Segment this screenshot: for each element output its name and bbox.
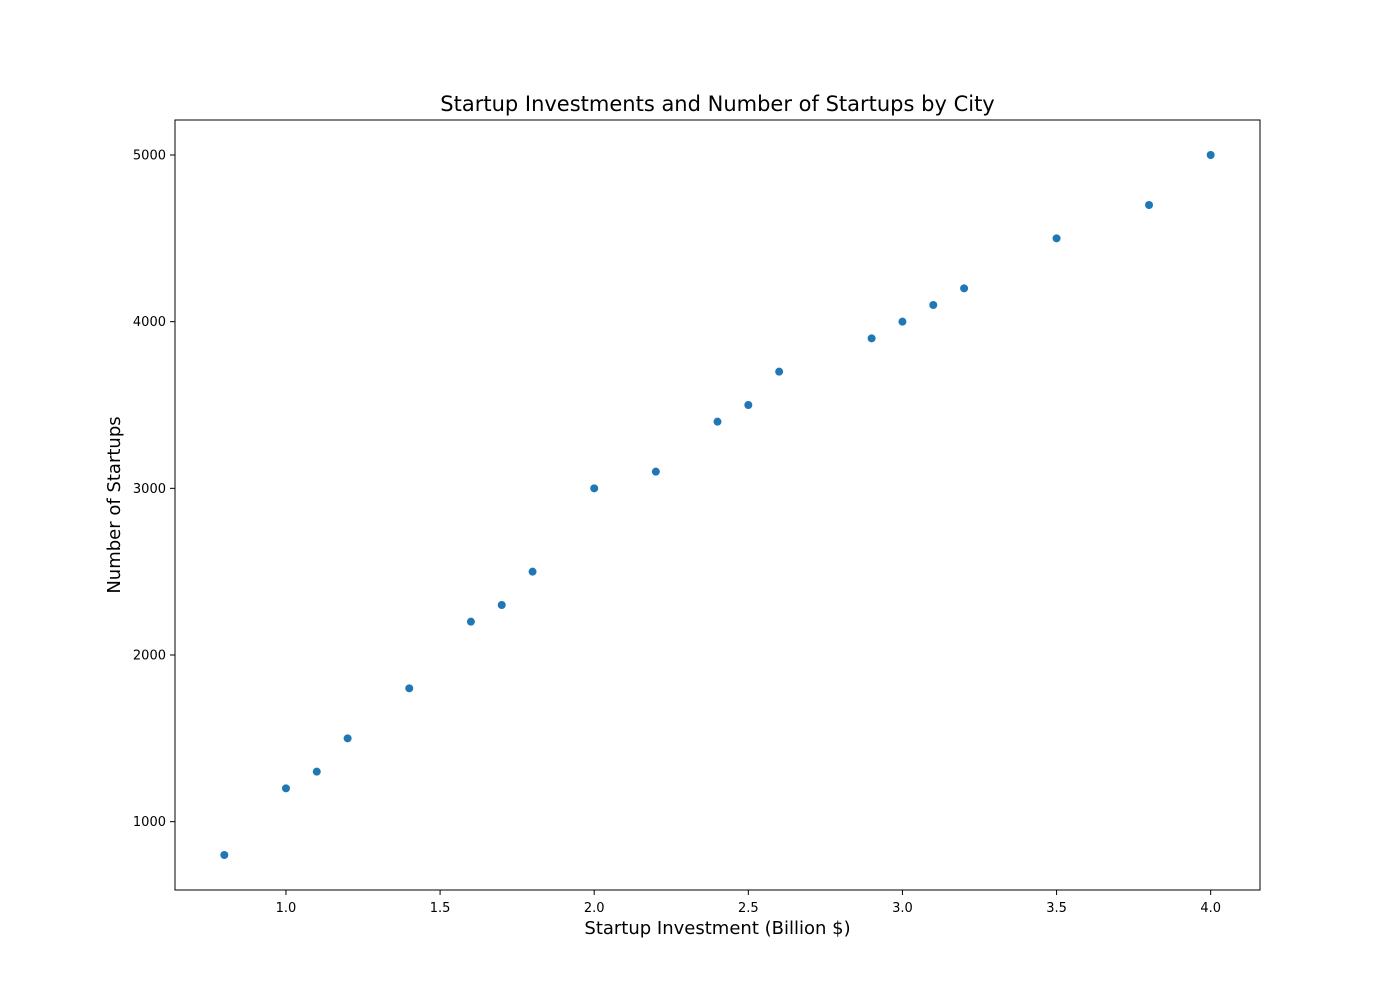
x-tick-label: 3.5 bbox=[1046, 901, 1067, 916]
chart-title: Startup Investments and Number of Startu… bbox=[440, 92, 994, 116]
data-point bbox=[405, 684, 414, 693]
data-point bbox=[590, 484, 599, 493]
x-tick-label: 4.0 bbox=[1200, 901, 1221, 916]
x-axis-label: Startup Investment (Billion $) bbox=[584, 918, 850, 939]
data-point bbox=[1052, 234, 1061, 243]
data-point bbox=[929, 301, 938, 309]
y-tick-label: 4000 bbox=[133, 315, 166, 330]
data-point bbox=[343, 734, 352, 743]
x-tick-label: 3.0 bbox=[892, 901, 913, 916]
plot-border bbox=[174, 119, 1261, 891]
y-axis-ticks: 1000 2000 3000 4000 5000 bbox=[133, 149, 175, 830]
data-point bbox=[312, 767, 321, 776]
y-axis-label: Number of Startups bbox=[104, 416, 125, 593]
data-point bbox=[1206, 151, 1215, 159]
x-tick-label: 1.5 bbox=[430, 901, 451, 916]
data-point bbox=[1145, 201, 1154, 209]
data-point bbox=[898, 317, 907, 326]
x-tick-label: 2.0 bbox=[584, 901, 605, 916]
data-point bbox=[281, 784, 290, 793]
data-points bbox=[220, 151, 1215, 859]
x-tick-label: 1.0 bbox=[276, 901, 297, 916]
data-point bbox=[775, 367, 784, 376]
data-point bbox=[744, 401, 753, 409]
y-tick-label: 1000 bbox=[133, 815, 166, 830]
data-point bbox=[220, 851, 229, 859]
data-point bbox=[497, 601, 506, 609]
data-point bbox=[651, 467, 660, 476]
y-tick-label: 2000 bbox=[133, 649, 166, 664]
y-tick-label: 5000 bbox=[133, 149, 166, 164]
y-tick-label: 3000 bbox=[133, 482, 166, 497]
data-point bbox=[867, 334, 876, 343]
x-axis-ticks: 1.0 1.5 2.0 2.5 3.0 3.5 4.0 bbox=[276, 890, 1221, 916]
data-point bbox=[466, 617, 475, 626]
plot-area bbox=[174, 119, 1261, 891]
x-tick-label: 2.5 bbox=[738, 901, 759, 916]
data-point bbox=[713, 417, 722, 426]
data-point bbox=[960, 284, 969, 293]
data-point bbox=[528, 567, 537, 576]
